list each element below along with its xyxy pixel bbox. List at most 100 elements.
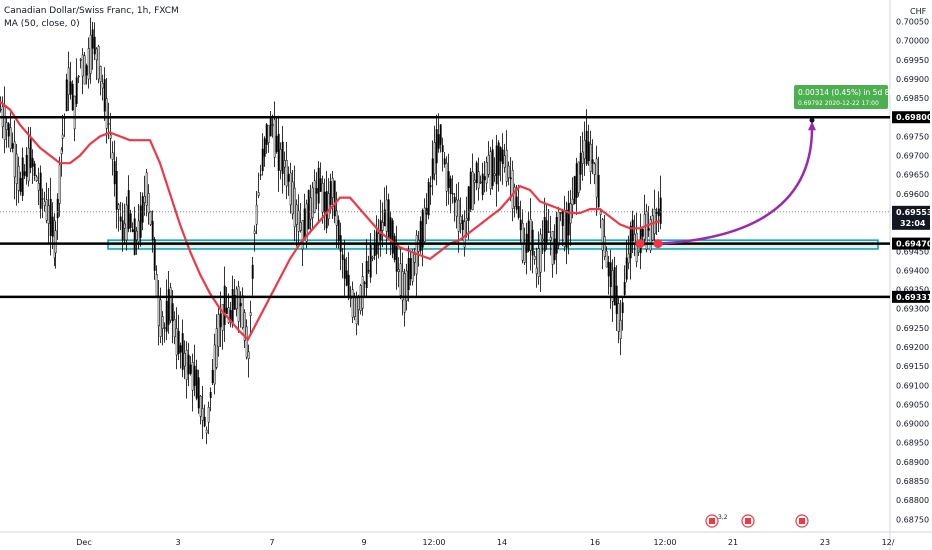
candle-body: [267, 125, 270, 143]
candle-body: [509, 177, 512, 180]
candle-body: [485, 162, 488, 184]
candle-body: [137, 220, 140, 243]
candle-body: [449, 178, 452, 194]
flag-ch-icon[interactable]: [741, 514, 755, 528]
candle-body: [473, 179, 476, 183]
candle-body: [3, 106, 6, 140]
candle-body: [591, 159, 594, 164]
candle-body: [563, 210, 566, 247]
candle-body: [637, 250, 640, 253]
candle-body: [295, 204, 298, 225]
candle-body: [47, 205, 50, 224]
candle-body: [81, 54, 84, 77]
candle-body: [125, 204, 128, 241]
time-tick-label: 9: [361, 538, 366, 547]
candlestick-series: [0, 17, 662, 445]
candle-body: [471, 171, 474, 210]
candle-body: [397, 269, 400, 272]
candle-body: [331, 177, 334, 198]
candle-body: [93, 36, 96, 55]
candle-body: [405, 270, 408, 301]
candle-body: [127, 190, 130, 229]
candle-body: [123, 223, 126, 229]
candle-body: [521, 223, 524, 261]
horizontal-levels[interactable]: [0, 115, 890, 299]
countdown-label: 32:04: [900, 219, 926, 228]
price-axis[interactable]: 0.70050 0.70000 0.69950 0.69900 0.69850 0.697…: [892, 7, 932, 524]
candle-body: [433, 142, 436, 175]
candle-body: [539, 234, 542, 273]
candle-body: [219, 313, 222, 328]
candle-body: [147, 193, 150, 214]
symbol-title[interactable]: Canadian Dollar/Swiss Franc, 1h, FXCM: [4, 6, 179, 16]
candle-body: [85, 65, 88, 76]
candle-body: [399, 263, 402, 296]
candle-body: [371, 256, 374, 259]
price-tick-label: 0.69900: [896, 75, 929, 84]
candle-body: [347, 274, 350, 298]
candle-body: [315, 188, 318, 194]
event-icon-flag: [799, 518, 805, 524]
candle-body: [5, 122, 8, 131]
candle-body: [495, 145, 498, 185]
candle-body: [133, 218, 136, 255]
flag-ca-icon[interactable]: [795, 514, 809, 528]
candle-body: [103, 79, 106, 112]
candle-body: [71, 83, 74, 111]
time-tick-label: 12/: [882, 538, 895, 547]
candle-body: [255, 204, 258, 225]
flag-ca-icon[interactable]: 3,2: [705, 514, 728, 528]
price-tick-label: 0.68950: [896, 439, 929, 448]
candle-body: [279, 149, 282, 171]
candle-body: [477, 171, 480, 189]
candle-body: [77, 75, 80, 78]
candle-body: [537, 248, 540, 278]
time-tick-label: 12:00: [422, 538, 445, 547]
candle-body: [319, 178, 322, 192]
candle-body: [291, 181, 294, 215]
candle-body: [455, 199, 458, 217]
candle-body: [503, 155, 506, 168]
price-projection[interactable]: 0.00314 (0.45%) in 5d 8h 0.69792 2020-12-…: [635, 85, 895, 249]
candle-body: [603, 236, 606, 257]
current-price-badge: [892, 205, 930, 230]
candle-body: [573, 176, 576, 205]
price-tick-label: 0.69250: [896, 324, 929, 333]
candle-body: [389, 217, 392, 241]
candle-body: [183, 352, 186, 367]
candle-body: [547, 231, 550, 233]
candle-body: [193, 365, 196, 387]
candle-body: [231, 289, 234, 325]
candle-body: [557, 211, 560, 246]
candle-body: [73, 95, 76, 130]
candle-body: [177, 330, 180, 355]
candle-body: [241, 295, 244, 328]
candle-body: [513, 186, 516, 207]
candle-body: [647, 228, 650, 231]
indicator-label[interactable]: MA (50, close, 0): [4, 19, 80, 29]
candle-body: [419, 221, 422, 251]
price-tick-label: 0.69750: [896, 132, 929, 141]
projection-end-dot: [809, 117, 815, 123]
candle-body: [263, 138, 266, 157]
candle-body: [11, 143, 14, 149]
candle-body: [351, 289, 354, 318]
candle-body: [39, 172, 42, 209]
event-icons[interactable]: 3,2: [705, 514, 809, 528]
candle-body: [285, 159, 288, 187]
time-tick-label: 16: [590, 538, 600, 547]
candle-body: [205, 429, 208, 434]
candle-body: [31, 158, 34, 167]
candle-body: [227, 307, 230, 323]
candle-body: [153, 239, 156, 271]
candle-body: [225, 307, 228, 314]
candle-body: [165, 300, 168, 332]
candle-body: [41, 198, 44, 200]
candle-body: [469, 171, 472, 210]
candle-body: [13, 141, 16, 178]
candle-body: [417, 240, 420, 252]
time-axis[interactable]: Dec 3 7 9 12:00 14 16 12:00 21 23 12/: [76, 538, 894, 547]
candle-body: [459, 216, 462, 225]
candle-body: [407, 258, 410, 290]
